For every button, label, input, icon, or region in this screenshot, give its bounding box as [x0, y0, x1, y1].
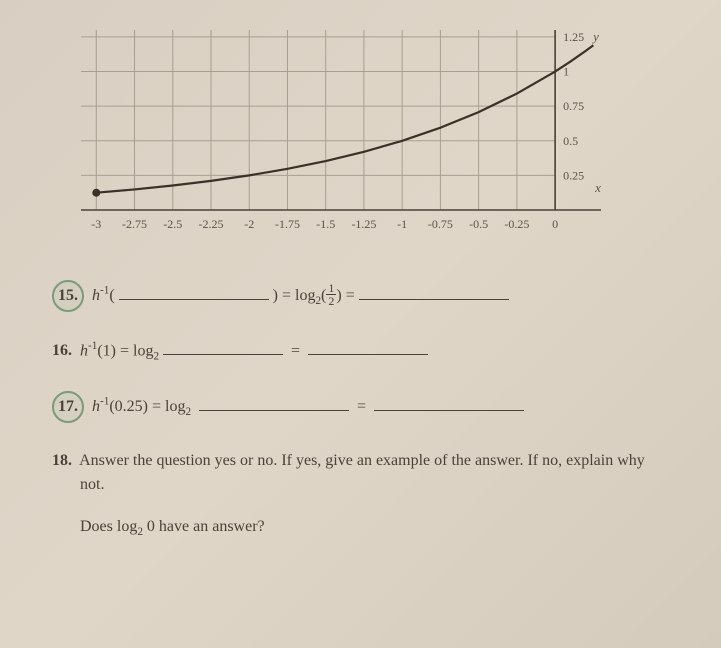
- q16-blank2[interactable]: [308, 339, 428, 355]
- svg-text:-2: -2: [244, 217, 254, 231]
- svg-text:-2.75: -2.75: [122, 217, 147, 231]
- q18-line2: Does log2 0 have an answer?: [80, 515, 693, 541]
- q16-number: 16.: [52, 339, 72, 363]
- q15-blank2[interactable]: [359, 284, 509, 300]
- q15-mid: ) = log: [273, 287, 316, 304]
- svg-text:-2.5: -2.5: [163, 217, 182, 231]
- svg-text:x: x: [594, 180, 601, 195]
- q16-eq: =: [291, 342, 300, 359]
- worksheet-page: -3 -2.75 -2.5 -2.25 -2 -1.75 -1.5 -1.25 -1 -0.75 -…: [0, 0, 721, 648]
- q17-number: 17.: [52, 391, 84, 423]
- question-18: 18. Answer the question yes or no. If ye…: [52, 449, 693, 541]
- svg-text:-1.5: -1.5: [316, 217, 335, 231]
- q15-fraction: 12: [326, 282, 336, 307]
- q18-number: 18.: [52, 449, 72, 473]
- q15-frac-den: 2: [326, 295, 336, 307]
- q16-func: h: [80, 342, 88, 359]
- q15-number: 15.: [52, 280, 84, 312]
- q15-base: 2: [315, 295, 321, 307]
- q15-tail: ) =: [336, 287, 354, 304]
- svg-text:-0.75: -0.75: [427, 217, 452, 231]
- q15-frac-num: 1: [326, 282, 336, 295]
- svg-text:-3: -3: [91, 217, 101, 231]
- svg-text:-1: -1: [397, 217, 407, 231]
- question-17: 17. h-1(0.25) = log2 =: [52, 391, 693, 423]
- q16-arg: (1) = log: [97, 342, 153, 359]
- svg-text:0.75: 0.75: [563, 99, 584, 113]
- svg-text:0.25: 0.25: [563, 168, 584, 182]
- svg-text:-0.25: -0.25: [504, 217, 529, 231]
- svg-text:y: y: [591, 29, 599, 44]
- question-15: 15. h-1() = log2(12) =: [52, 280, 693, 312]
- q16-exp: -1: [88, 340, 97, 352]
- exponential-chart: -3 -2.75 -2.5 -2.25 -2 -1.75 -1.5 -1.25 -1 -0.75 -…: [61, 20, 661, 240]
- q16-base: 2: [153, 351, 159, 363]
- svg-text:-2.25: -2.25: [198, 217, 223, 231]
- q17-blank2[interactable]: [374, 395, 524, 411]
- q17-exp: -1: [100, 396, 109, 408]
- q17-func: h: [92, 398, 100, 415]
- svg-text:-1.75: -1.75: [274, 217, 299, 231]
- question-16: 16. h-1(1) = log2 =: [52, 338, 693, 365]
- q18-line1b: not.: [80, 473, 693, 497]
- q16-blank1[interactable]: [163, 339, 283, 355]
- svg-text:0: 0: [552, 217, 558, 231]
- svg-text:-0.5: -0.5: [469, 217, 488, 231]
- svg-text:0.5: 0.5: [563, 134, 578, 148]
- q15-func: h: [92, 287, 100, 304]
- svg-text:1.25: 1.25: [563, 30, 584, 44]
- chart-svg: -3 -2.75 -2.5 -2.25 -2 -1.75 -1.5 -1.25 -1 -0.75 -…: [61, 20, 661, 240]
- q15-exp: -1: [100, 285, 109, 297]
- q18-line2b: 0 have an answer?: [143, 518, 265, 535]
- q17-blank1[interactable]: [199, 395, 349, 411]
- svg-text:-1.25: -1.25: [351, 217, 376, 231]
- q17-base: 2: [185, 407, 191, 419]
- q17-eq: =: [357, 398, 366, 415]
- q15-blank1[interactable]: [119, 284, 269, 300]
- q18-line1: Answer the question yes or no. If yes, g…: [79, 452, 645, 469]
- q17-arg: (0.25) = log: [109, 398, 185, 415]
- q18-line2a: Does log: [80, 518, 137, 535]
